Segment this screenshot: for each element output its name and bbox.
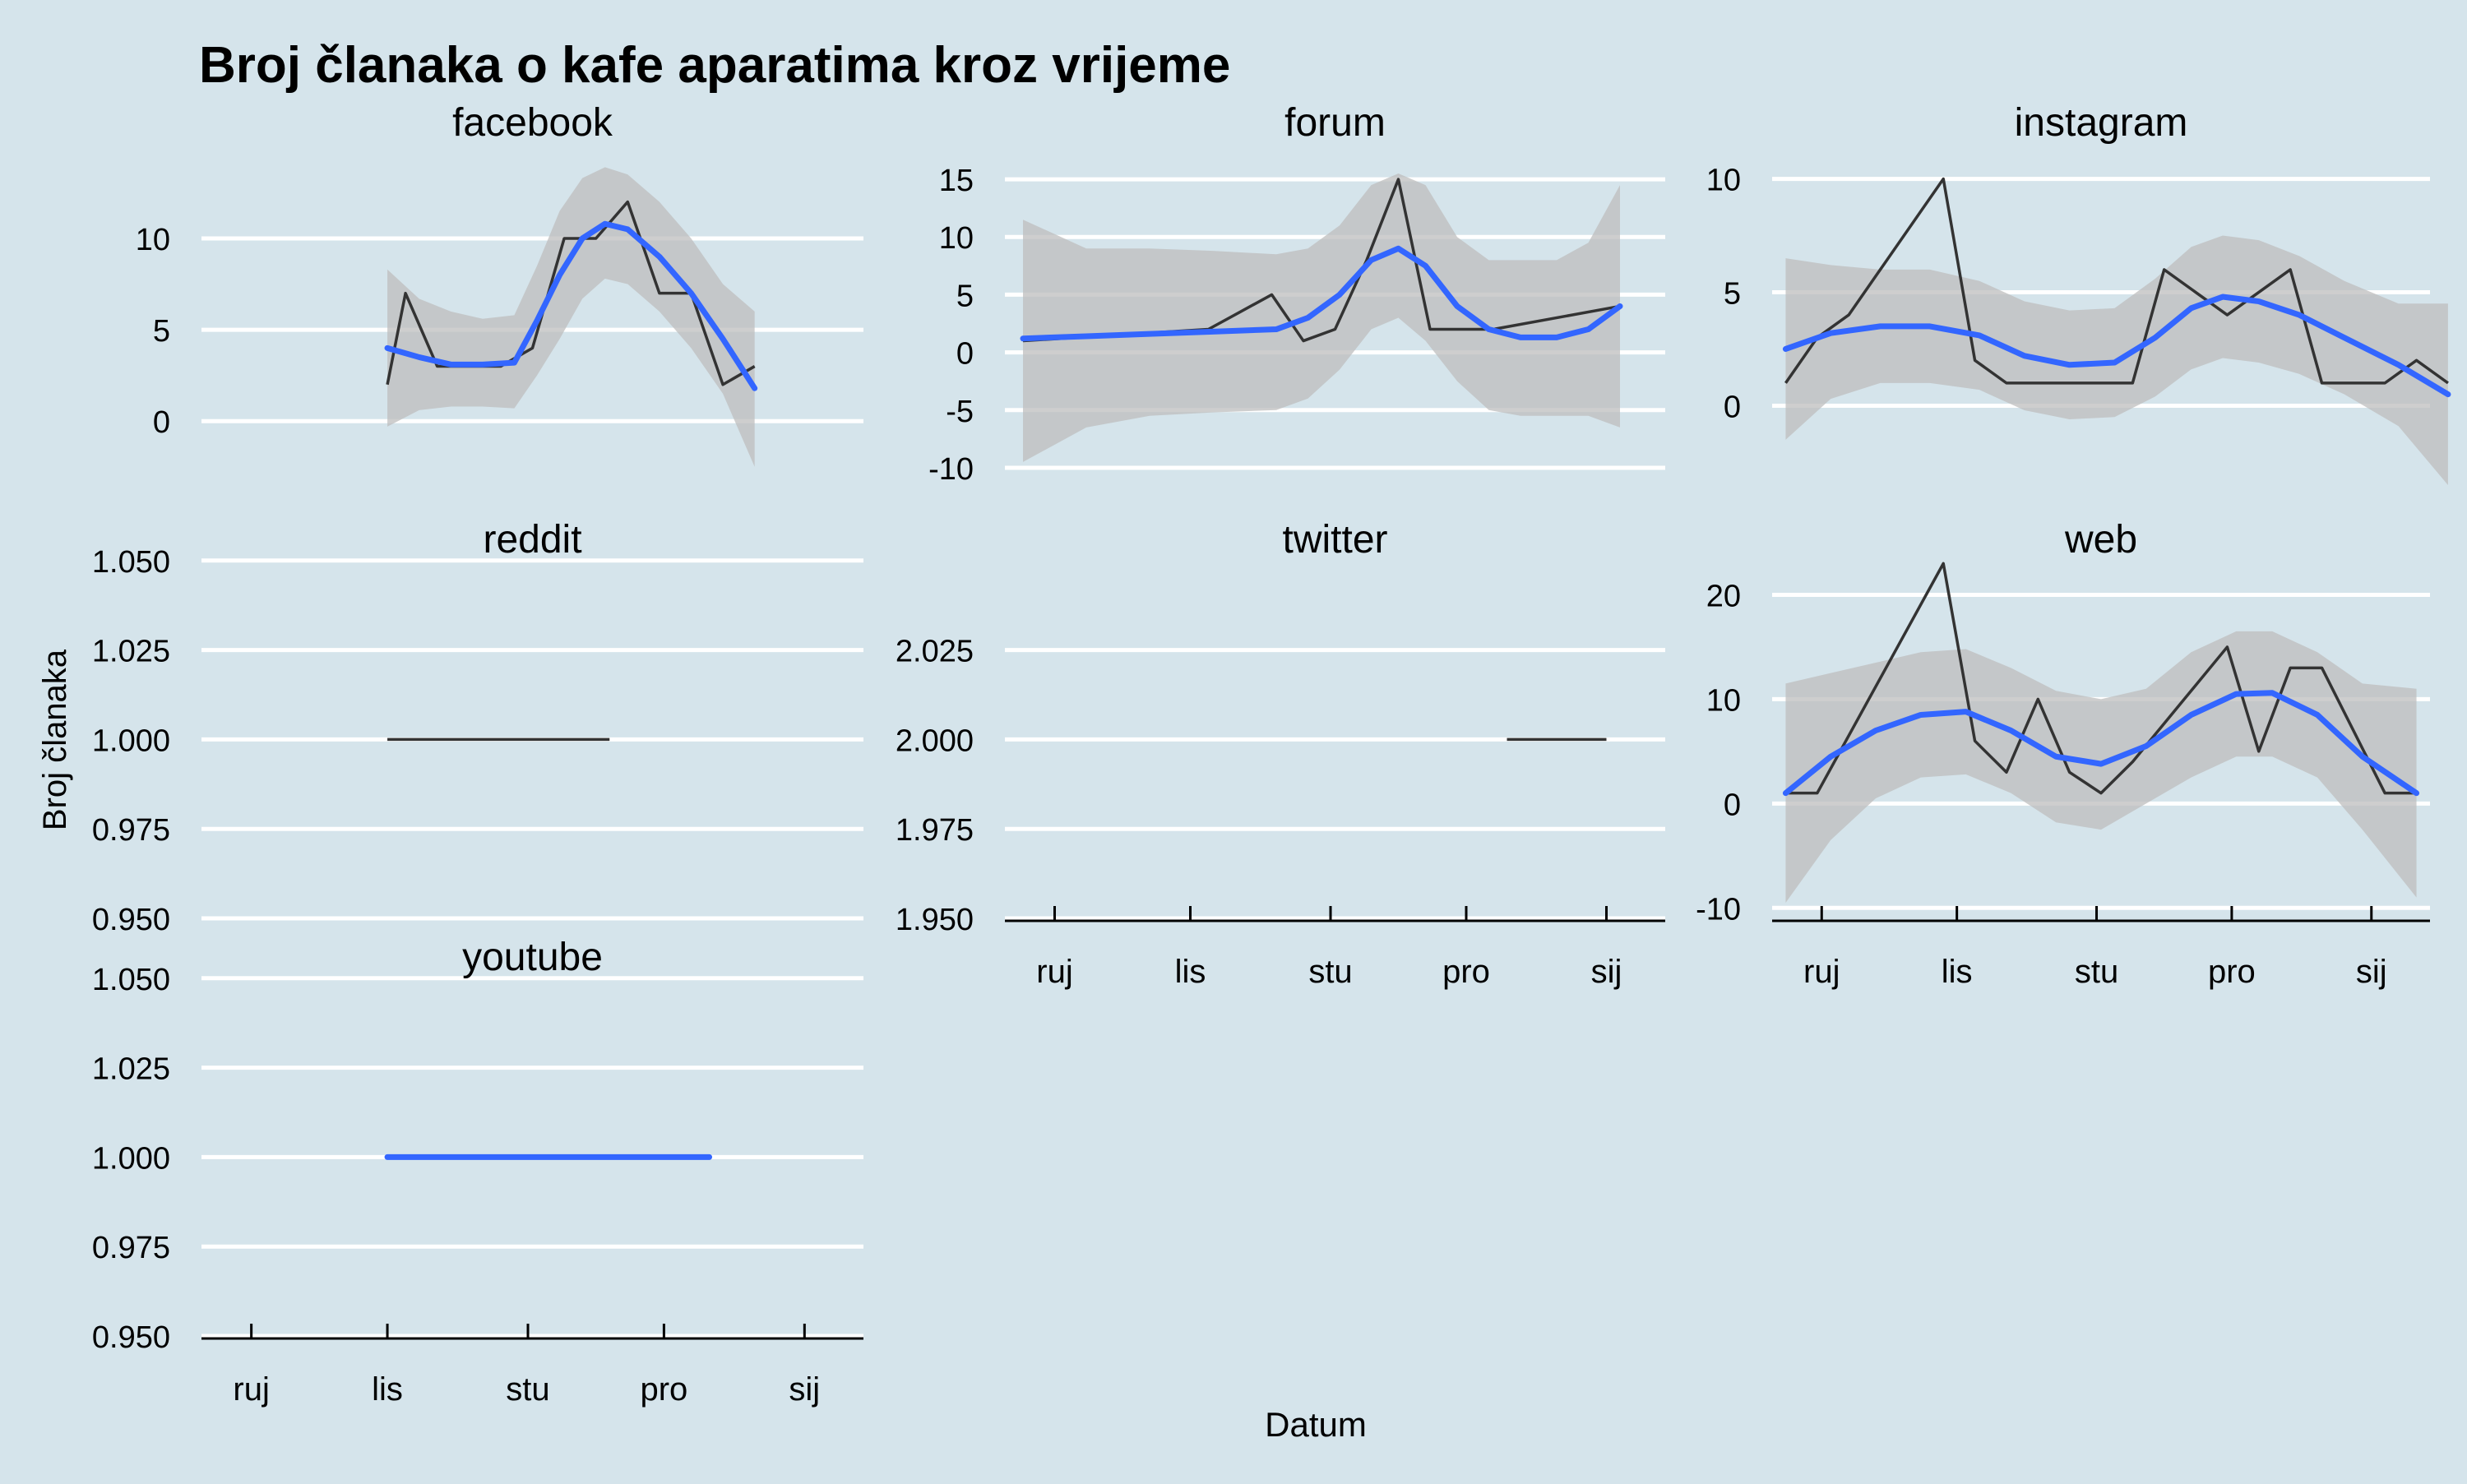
x-tick-label: stu	[506, 1371, 549, 1408]
y-tick-label: 5	[1724, 277, 1741, 312]
x-tick-label: pro	[1442, 954, 1490, 990]
facet-panel-instagram: 0 5 10 instagram	[1706, 101, 2451, 485]
x-tick-label: ruj	[1036, 954, 1072, 990]
x-tick-label: sij	[2356, 954, 2387, 990]
smooth-line	[1020, 245, 1623, 342]
y-tick-label: 10	[1706, 164, 1741, 198]
y-tick-label: 0.950	[92, 903, 170, 937]
y-tick-label: 1.050	[92, 545, 170, 580]
y-tick-label: 0	[956, 337, 974, 372]
y-tick-label: 1.950	[896, 903, 974, 937]
facet-panel-web: -10 0 10 20 web ruj lis stu pro sij	[1696, 518, 2430, 990]
facet-label: instagram	[2015, 101, 2188, 145]
facet-label: facebook	[452, 101, 613, 145]
x-tick-label: sij	[789, 1371, 820, 1408]
y-tick-label: 15	[939, 164, 974, 198]
y-tick-label: 0	[1724, 788, 1741, 822]
confidence-ribbon	[1785, 631, 2417, 903]
smooth-line	[384, 220, 758, 391]
facet-panel-facebook: 0 5 10 facebook	[136, 101, 863, 467]
facet-label: twitter	[1282, 518, 1387, 562]
facet-panel-reddit: 0.950 0.975 1.000 1.025 1.050 reddit	[92, 518, 863, 937]
y-tick-label: 1.000	[92, 1141, 170, 1176]
y-tick-label: 0	[153, 405, 170, 440]
chart-title: Broj članaka o kafe aparatima kroz vrije…	[199, 37, 1230, 94]
x-tick-label: stu	[1308, 954, 1352, 990]
y-tick-label: -10	[928, 452, 974, 487]
facet-label: web	[2064, 518, 2137, 562]
x-tick-label: ruj	[1803, 954, 1840, 990]
y-tick-label: 2.000	[896, 724, 974, 758]
facet-label: reddit	[483, 518, 581, 562]
facet-label: youtube	[462, 936, 603, 979]
y-tick-label: 0.950	[92, 1320, 170, 1355]
y-tick-label: 10	[939, 221, 974, 256]
x-tick-label: lis	[372, 1371, 403, 1408]
x-tick-label: stu	[2075, 954, 2118, 990]
y-tick-label: 5	[956, 279, 974, 313]
y-tick-label: 10	[1706, 683, 1741, 718]
y-tick-label: 0.975	[92, 813, 170, 848]
y-tick-label: 20	[1706, 579, 1741, 613]
x-tick-label: pro	[640, 1371, 687, 1408]
confidence-ribbon	[387, 167, 755, 467]
y-tick-label: 1.025	[92, 1052, 170, 1087]
series-line	[1784, 177, 2449, 385]
x-axis-label: Datum	[1265, 1405, 1367, 1444]
facet-panels: 0 5 10 facebook -10 -5 0 5 10 15 forum 0 5 10 instagra…	[92, 101, 2451, 1408]
y-tick-label: 1.975	[896, 813, 974, 848]
y-tick-label: -10	[1696, 892, 1741, 927]
y-tick-label: 5	[153, 314, 170, 349]
x-tick-label: ruj	[233, 1371, 269, 1408]
y-tick-label: -5	[946, 395, 974, 429]
y-tick-label: 10	[136, 223, 170, 257]
y-axis-label: Broj članaka	[37, 649, 73, 830]
confidence-ribbon	[1023, 173, 1620, 462]
x-tick-label: pro	[2208, 954, 2256, 990]
y-tick-label: 2.025	[896, 635, 974, 669]
facet-panel-youtube: 0.950 0.975 1.000 1.025 1.050 youtube ruj lis st…	[92, 936, 863, 1408]
smooth-line	[1782, 294, 2451, 398]
facet-panel-forum: -10 -5 0 5 10 15 forum	[928, 101, 1665, 487]
facet-label: forum	[1284, 101, 1386, 145]
series-line	[1022, 178, 1621, 343]
y-tick-label: 0	[1724, 390, 1741, 424]
x-tick-label: lis	[1942, 954, 1973, 990]
smooth-line	[1782, 690, 2420, 797]
y-tick-label: 1.025	[92, 635, 170, 669]
x-tick-label: lis	[1175, 954, 1206, 990]
series-line	[1785, 562, 2417, 795]
y-tick-label: 1.000	[92, 724, 170, 758]
y-tick-label: 0.975	[92, 1231, 170, 1265]
y-tick-label: 1.050	[92, 963, 170, 997]
facet-panel-twitter: 1.950 1.975 2.000 2.025 twitter ruj lis stu pro s…	[896, 518, 1665, 990]
x-tick-label: sij	[1591, 954, 1622, 990]
